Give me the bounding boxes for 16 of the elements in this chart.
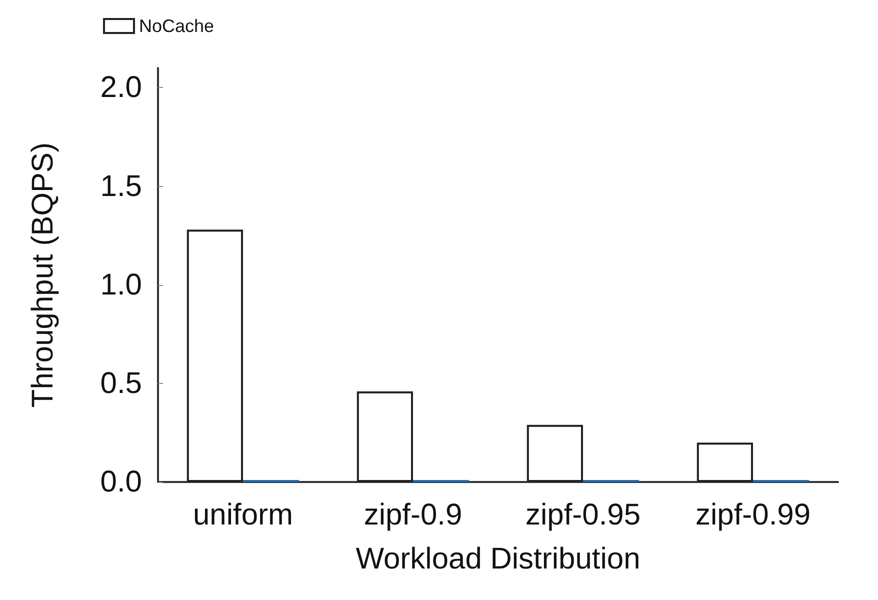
x-tick-label: zipf-0.99 [695,498,811,532]
x-tick-label: zipf-0.9 [364,498,462,532]
x-axis-title: Workload Distribution [356,542,640,576]
bar [696,442,753,482]
x-tick-label: uniform [192,498,294,532]
bar [356,391,413,482]
y-tick-label: 0.5 [100,366,142,400]
bar [526,424,583,482]
y-tick-label: 1.5 [100,170,142,203]
y-tick-label: 2.0 [100,71,142,104]
x-tick-label: zipf-0.95 [525,498,641,532]
legend-label: NoCache [139,16,214,36]
y-axis-title: Throughput (BQPS) [26,142,60,408]
y-tick-label: 0.0 [100,466,142,498]
y-tick-label: 1.0 [100,268,142,302]
bar [186,230,243,482]
